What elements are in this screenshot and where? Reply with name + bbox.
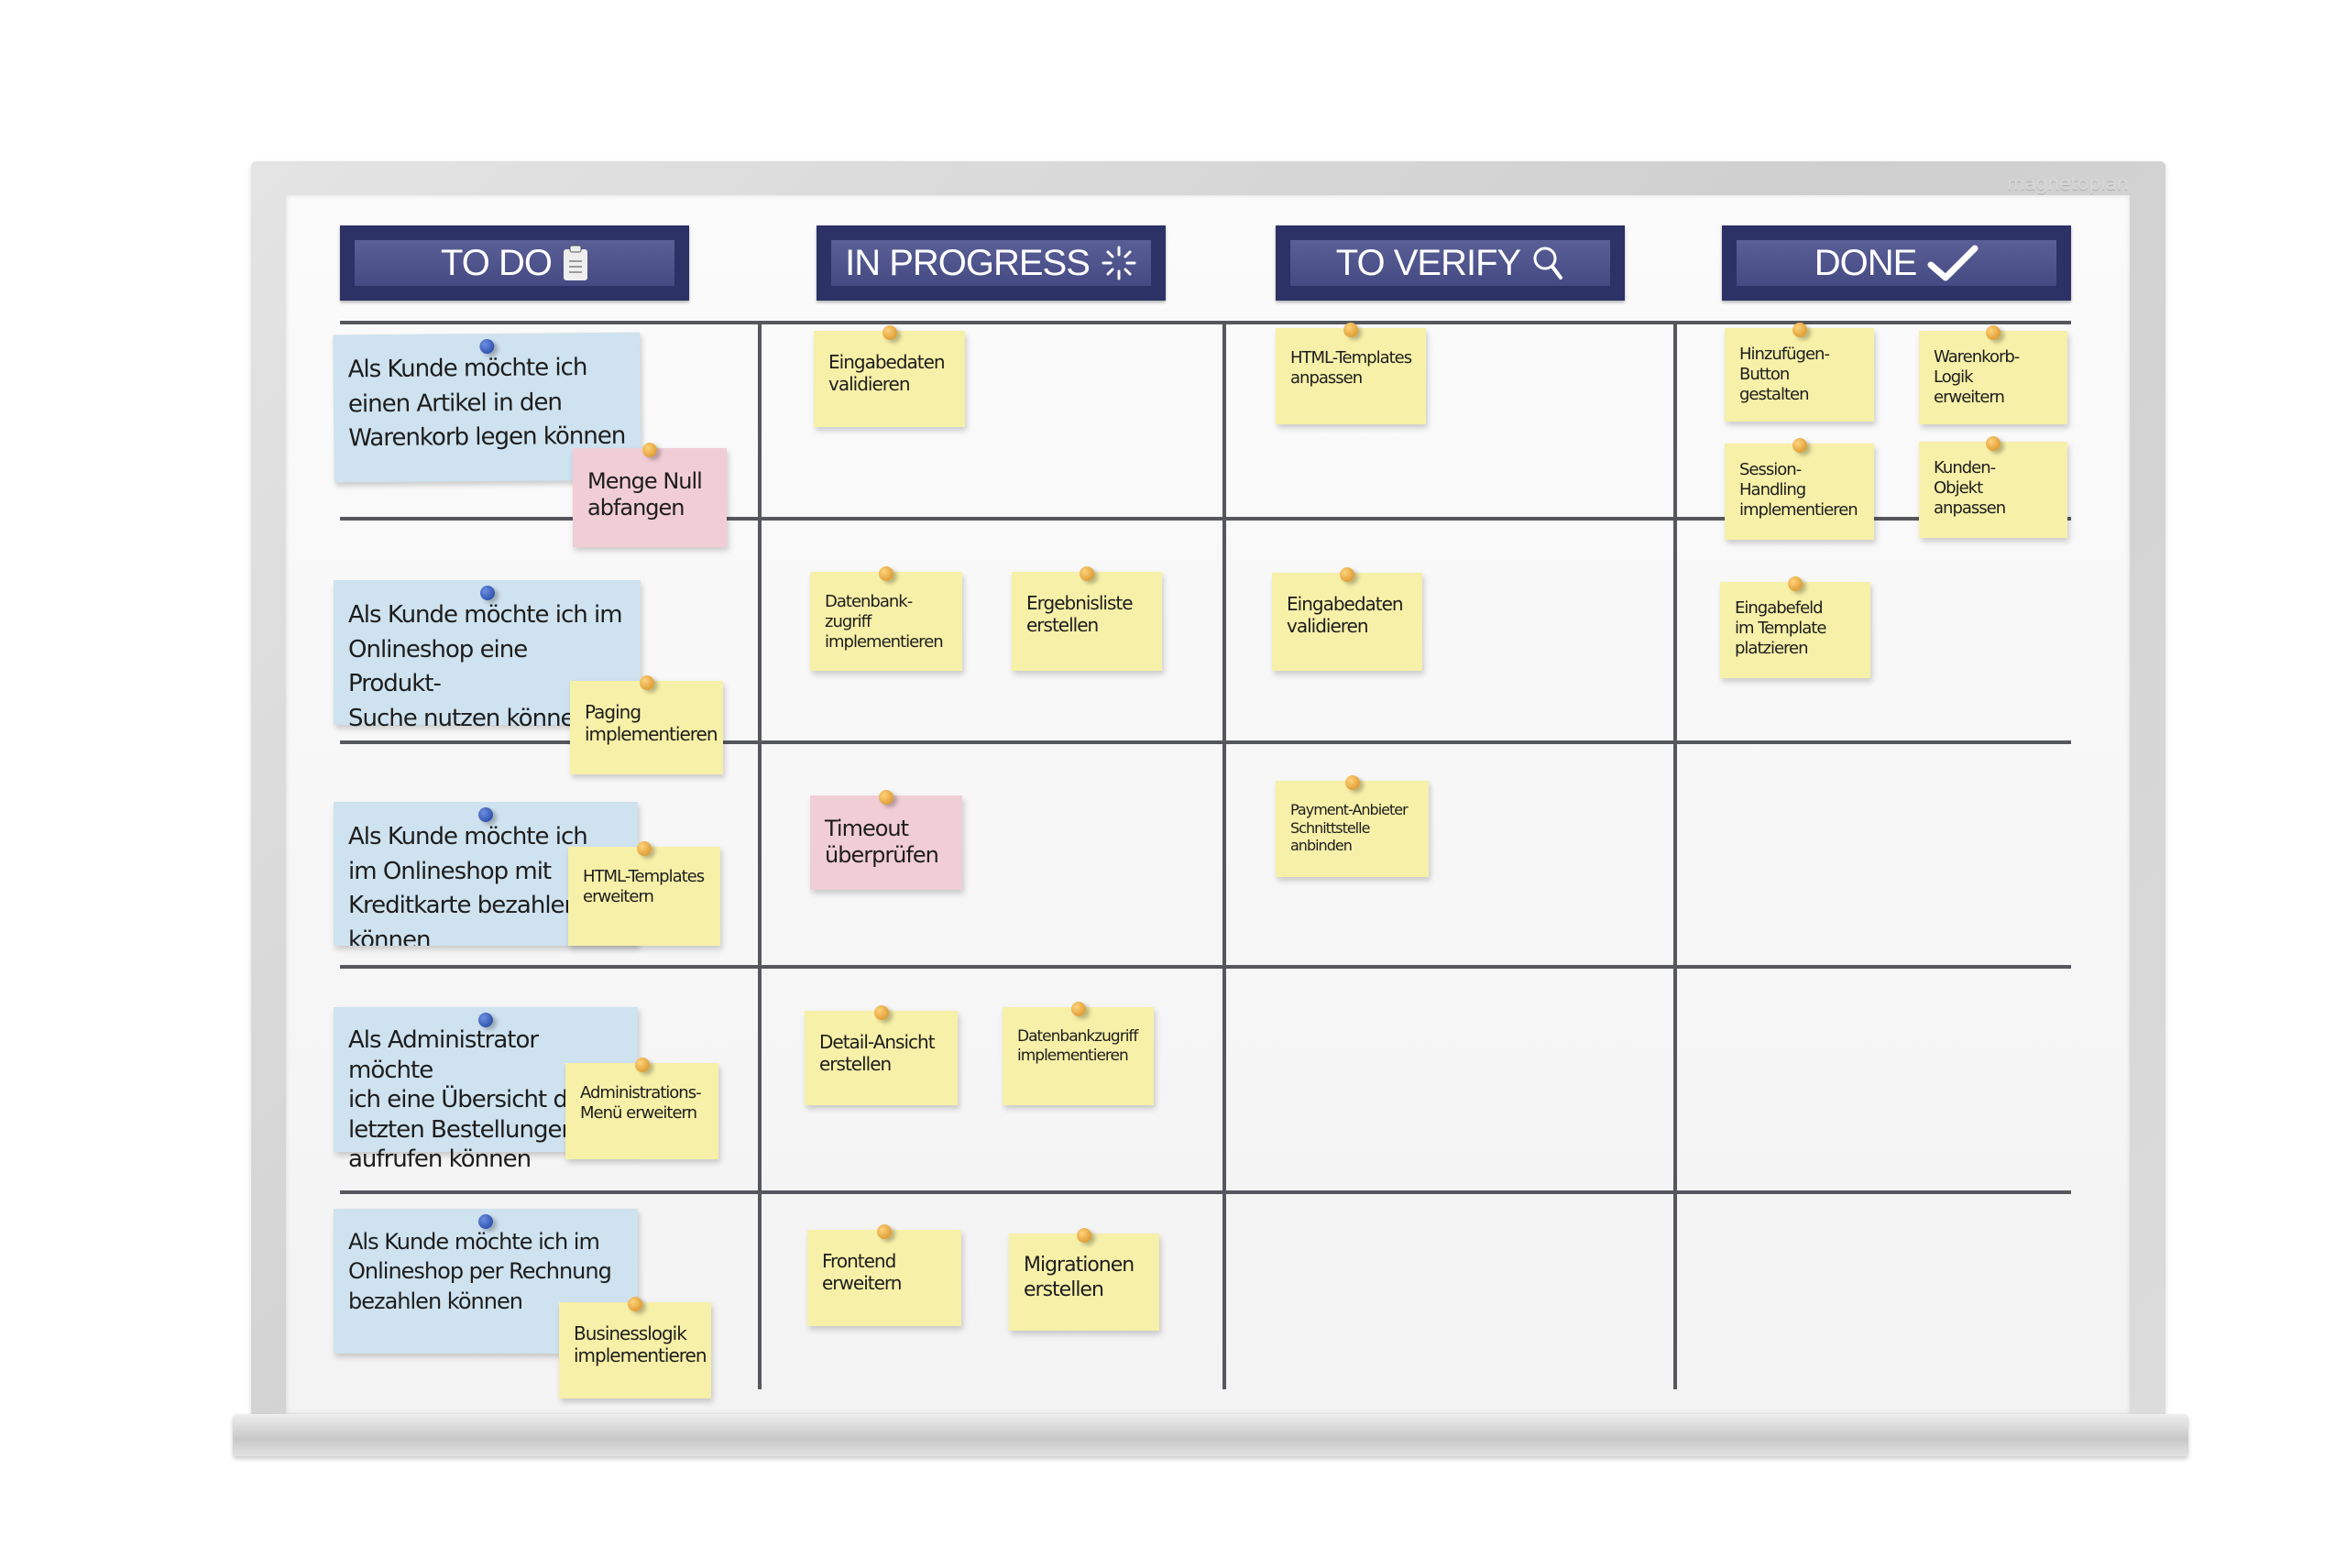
task-card[interactable]: Kunden- Objekt anpassen (1919, 436, 2067, 538)
spinner-icon (1102, 246, 1136, 280)
column-title: TO VERIFY (1335, 242, 1521, 283)
pin-icon (478, 338, 494, 355)
pin-icon (1080, 566, 1094, 581)
story-text: Als Kunde möchte ich im Onlineshop eine … (348, 601, 623, 733)
pin-icon (1792, 323, 1807, 337)
task-card[interactable]: Datenbank- zugriff implementieren (810, 566, 962, 671)
pin-icon (877, 1224, 892, 1239)
pin-icon (479, 586, 495, 600)
pin-icon (1788, 576, 1803, 591)
pin-icon (1070, 1002, 1086, 1016)
task-text: Ergebnisliste erstellen (1026, 592, 1134, 637)
task-text: Session- Handling implementieren (1739, 460, 1858, 520)
task-card[interactable]: Eingabefeld im Template platzieren (1720, 576, 1870, 678)
pin-icon (1792, 438, 1807, 453)
task-card[interactable]: HTML-Templates anpassen (1276, 323, 1426, 424)
pin-icon (873, 1005, 889, 1020)
task-card[interactable]: Menge Null abfangen (573, 443, 727, 547)
task-text: Datenbankzugriff implementieren (1017, 1027, 1138, 1065)
task-text: Kunden- Objekt anpassen (1934, 458, 2006, 518)
task-card[interactable]: Payment-Anbieter Schnittstelle anbinden (1276, 775, 1429, 877)
task-text: Eingabefeld im Template platzieren (1735, 598, 1826, 658)
pin-icon (628, 1297, 642, 1311)
task-card[interactable]: Session- Handling implementieren (1725, 438, 1874, 540)
task-card[interactable]: Businesslogik implementieren (559, 1297, 711, 1398)
task-text: Payment-Anbieter Schnittstelle anbinden (1290, 801, 1409, 855)
pin-icon (478, 807, 493, 822)
task-text: Eingabedaten validieren (1287, 593, 1404, 638)
story-card[interactable]: Als Kunde möchte ich im Onlineshop eine … (334, 580, 641, 732)
task-text: Eingabedaten validieren (828, 351, 946, 396)
pin-icon (879, 790, 893, 805)
pin-icon (642, 443, 657, 457)
task-text: Menge Null abfangen (587, 468, 703, 521)
grid-line (340, 1190, 2071, 1194)
clipboard-icon (563, 245, 587, 280)
task-text: HTML-Templates anpassen (1290, 348, 1412, 388)
task-card[interactable]: Timeout überprüfen (810, 790, 962, 890)
pin-icon (478, 1013, 493, 1027)
brand-logo: magnetoplan (2007, 172, 2129, 194)
magnifier-icon (1533, 247, 1563, 280)
task-card[interactable]: Paging implementieren (570, 675, 723, 774)
column-title: DONE (1814, 242, 1918, 283)
task-card[interactable]: Eingabedaten validieren (814, 325, 965, 427)
grid-line (758, 322, 762, 1389)
grid-line (340, 321, 2071, 324)
pin-icon (478, 1214, 493, 1229)
story-text: Als Kunde möchte ich im Onlineshop mit K… (348, 823, 588, 946)
task-text: Paging implementieren (585, 701, 718, 746)
task-text: Administrations- Menü erweitern (580, 1083, 702, 1123)
grid-line (1673, 322, 1677, 1389)
pin-icon (639, 675, 654, 690)
column-header-done: DONE (1722, 225, 2071, 301)
grid-line (1222, 322, 1226, 1389)
story-text: Als Administrator möchte ich eine Übersi… (348, 1026, 591, 1173)
column-header-in-progress: IN PROGRESS (817, 225, 1166, 301)
column-header-todo: TO DO (340, 225, 689, 301)
column-title: TO DO (441, 242, 553, 283)
marker-tray (233, 1414, 2188, 1456)
checkmark-icon (1927, 245, 1979, 281)
story-text: Als Kunde möchte ich im Onlineshop per R… (348, 1229, 612, 1314)
task-text: Warenkorb- Logik erweitern (1934, 347, 2020, 407)
grid-line (340, 517, 2071, 521)
task-card[interactable]: Administrations- Menü erweitern (565, 1058, 718, 1159)
pin-icon (634, 1058, 650, 1072)
task-card[interactable]: Frontend erweitern (807, 1224, 961, 1326)
task-text: Timeout überprüfen (825, 816, 939, 869)
pin-icon (637, 841, 652, 856)
task-card[interactable]: Hinzufügen- Button gestalten (1725, 323, 1874, 422)
task-card[interactable]: HTML-Templates erweitern (568, 841, 720, 946)
column-title: IN PROGRESS (845, 242, 1091, 283)
task-text: Hinzufügen- Button gestalten (1739, 345, 1830, 404)
task-card[interactable]: Detail-Ansicht erstellen (805, 1005, 958, 1105)
task-text: Migrationen erstellen (1024, 1254, 1135, 1301)
task-card[interactable]: Ergebnisliste erstellen (1012, 566, 1162, 671)
task-text: Datenbank- zugriff implementieren (825, 592, 944, 652)
pin-icon (1986, 325, 2001, 340)
task-text: HTML-Templates erweitern (583, 867, 705, 906)
task-card[interactable]: Migrationen erstellen (1009, 1228, 1159, 1331)
pin-icon (1340, 567, 1354, 582)
story-text: Als Kunde möchte ich einen Artikel in de… (347, 354, 626, 453)
pin-icon (882, 325, 897, 340)
task-text: Businesslogik implementieren (574, 1322, 707, 1367)
pin-icon (1343, 323, 1358, 337)
pin-icon (1077, 1228, 1091, 1243)
pin-icon (879, 566, 893, 581)
task-text: Detail-Ansicht erstellen (819, 1031, 936, 1076)
grid-line (340, 965, 2071, 969)
pin-icon (1986, 436, 2001, 451)
task-card[interactable]: Eingabedaten validieren (1272, 567, 1422, 671)
column-header-to-verify: TO VERIFY (1276, 225, 1625, 301)
grid-line (340, 740, 2071, 744)
task-text: Frontend erweitern (822, 1250, 902, 1295)
task-card[interactable]: Datenbankzugriff implementieren (1003, 1002, 1154, 1105)
task-card[interactable]: Warenkorb- Logik erweitern (1919, 325, 2067, 424)
pin-icon (1344, 775, 1360, 790)
